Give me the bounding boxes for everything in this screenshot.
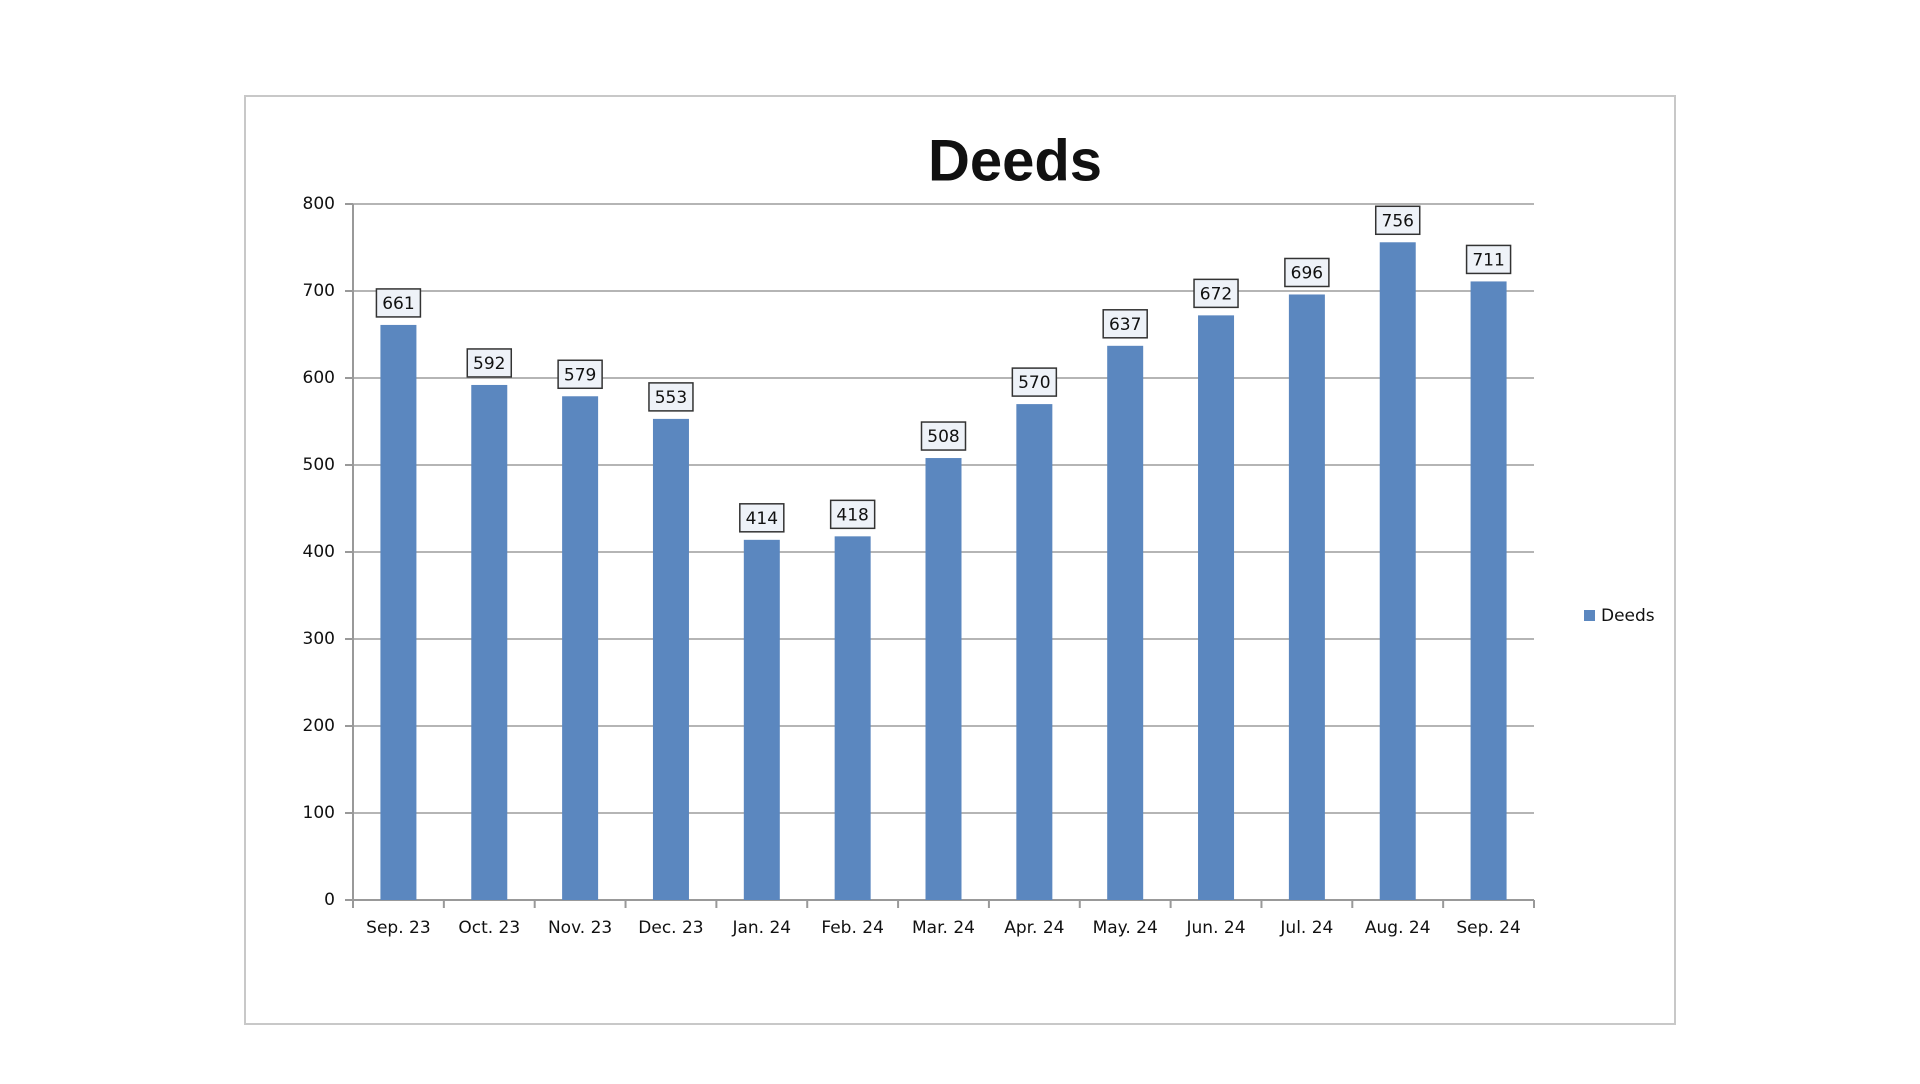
data-label: 418: [836, 505, 868, 525]
bar: [834, 536, 871, 900]
data-label: 414: [746, 509, 778, 529]
data-label: 661: [382, 294, 414, 314]
x-tick-label: Aug. 24: [1365, 918, 1431, 938]
x-tick-label: Nov. 23: [548, 918, 612, 938]
bar: [1379, 242, 1416, 900]
data-label: 508: [927, 427, 959, 447]
y-tick-label: 200: [303, 716, 335, 736]
legend-swatch: [1584, 610, 1595, 621]
data-label-box: [1374, 205, 1421, 236]
data-label: 696: [1291, 263, 1323, 283]
y-tick-label: 700: [303, 281, 335, 301]
data-label-box: [375, 288, 422, 318]
y-tick-label: 600: [303, 368, 335, 388]
data-label-box: [1011, 367, 1058, 397]
data-label-box: [1284, 257, 1330, 288]
y-tick-label: 0: [324, 890, 335, 910]
data-label-box: [829, 499, 876, 530]
data-label: 579: [564, 365, 596, 385]
bar: [1198, 315, 1235, 900]
y-tick-label: 400: [303, 542, 335, 562]
x-tick-label: Oct. 23: [458, 918, 520, 938]
data-label-box: [739, 503, 785, 533]
data-label-box: [1102, 309, 1148, 339]
x-tick-label: Feb. 24: [821, 918, 884, 938]
data-label-box: [920, 421, 967, 451]
x-tick-label: Apr. 24: [1004, 918, 1064, 938]
bar: [1016, 404, 1053, 900]
data-label-box: [1465, 244, 1512, 275]
y-tick-label: 100: [303, 803, 335, 823]
data-label: 711: [1472, 250, 1504, 270]
x-tick-label: Jan. 24: [731, 918, 791, 938]
data-label-box: [648, 382, 694, 412]
bar: [471, 384, 508, 901]
y-tick-label: 500: [303, 455, 335, 475]
data-label: 570: [1018, 373, 1050, 393]
x-tick-label: Jun. 24: [1186, 918, 1246, 938]
bar: [562, 396, 599, 900]
legend-label: Deeds: [1601, 606, 1655, 626]
bar: [925, 458, 962, 900]
data-label-box: [557, 359, 603, 390]
x-tick-label: Sep. 24: [1456, 918, 1520, 938]
x-tick-label: Mar. 24: [912, 918, 975, 938]
data-label: 756: [1382, 211, 1414, 231]
x-tick-label: Jul. 24: [1279, 918, 1333, 938]
x-tick-label: Sep. 23: [366, 918, 430, 938]
data-label: 592: [473, 354, 505, 374]
data-label: 672: [1200, 284, 1232, 304]
chart-title: Deeds: [928, 128, 1102, 193]
bar: [652, 418, 689, 900]
x-tick-label: Dec. 23: [638, 918, 703, 938]
bar: [1288, 294, 1325, 901]
bar: [743, 539, 780, 900]
bar: [1107, 345, 1144, 900]
x-tick-label: May. 24: [1093, 918, 1158, 938]
data-label: 553: [655, 388, 687, 408]
y-tick-label: 300: [303, 629, 335, 649]
bar: [380, 324, 417, 900]
data-label-box: [1193, 278, 1239, 309]
data-label-box: [466, 348, 513, 378]
bar: [1470, 281, 1507, 900]
data-label: 637: [1109, 315, 1141, 335]
y-tick-label: 800: [303, 194, 335, 214]
